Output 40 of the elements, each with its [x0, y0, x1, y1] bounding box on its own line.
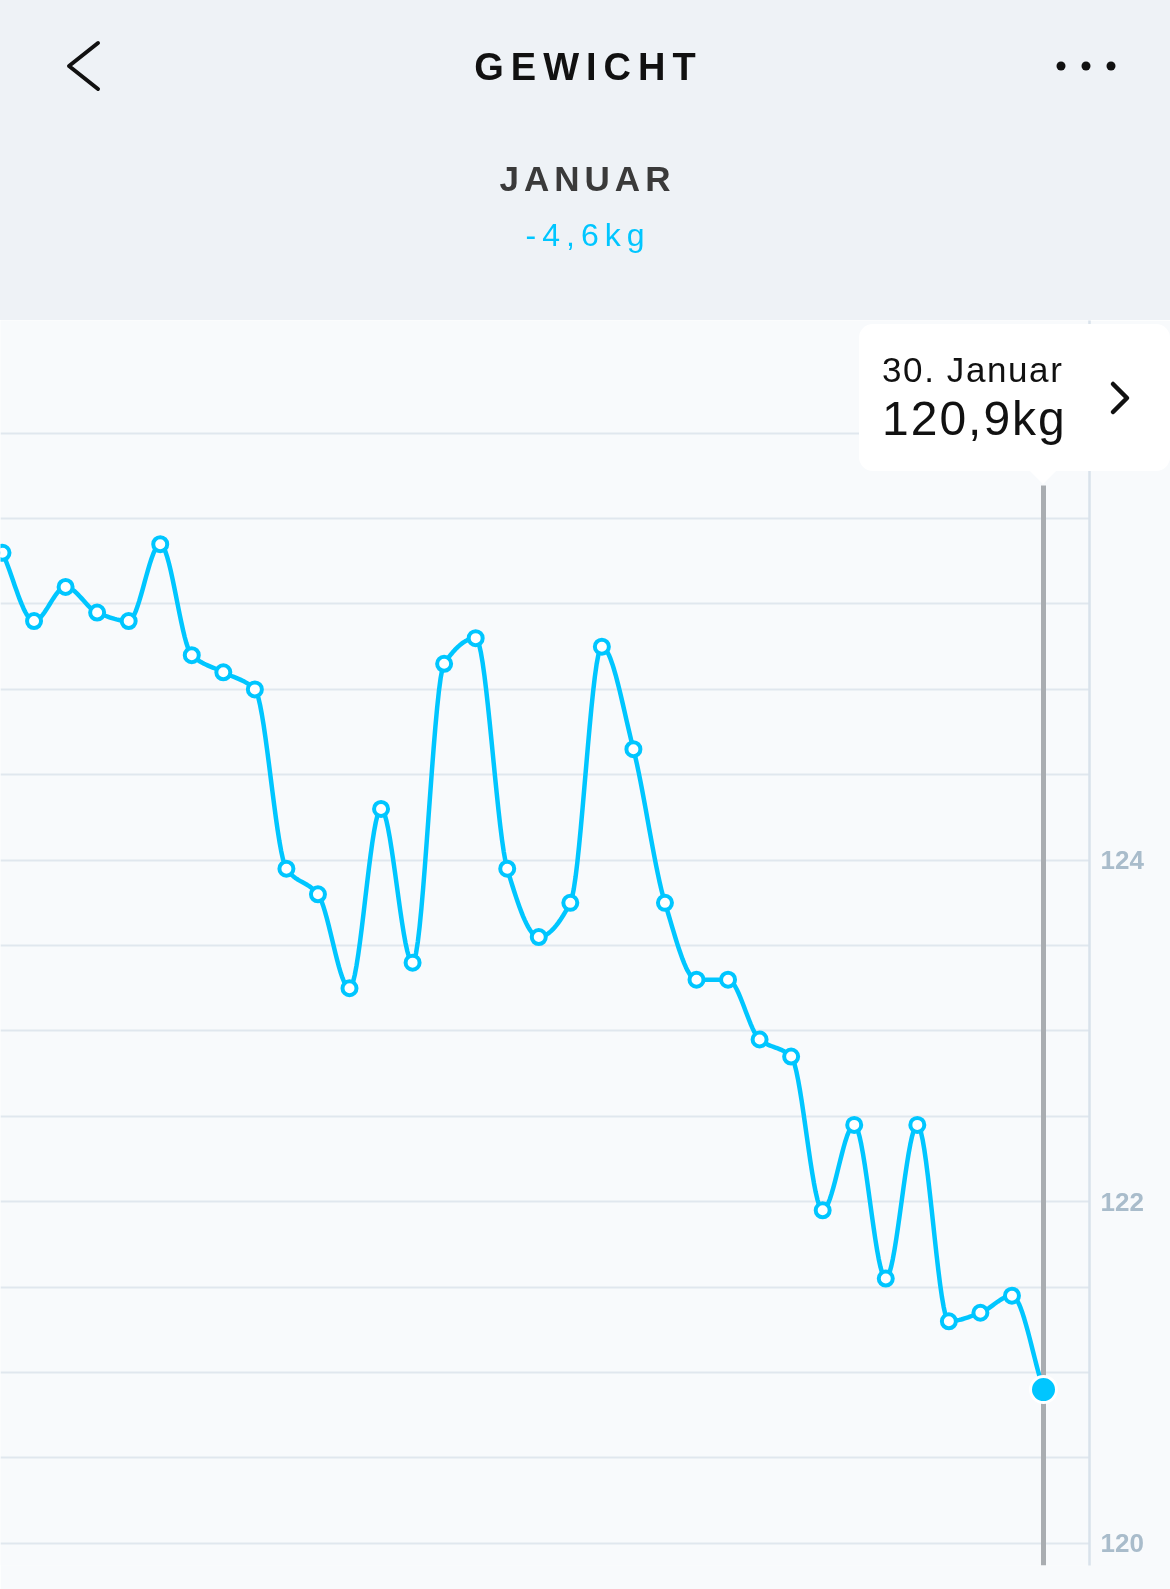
point — [88, 603, 107, 622]
point — [435, 654, 454, 673]
point — [908, 1115, 927, 1134]
point — [372, 799, 391, 818]
point — [245, 680, 264, 699]
point — [939, 1312, 958, 1331]
point — [592, 637, 611, 656]
y-tick-label: 120 — [1100, 1528, 1144, 1559]
point — [750, 1030, 769, 1049]
point — [971, 1303, 990, 1322]
point — [277, 859, 296, 878]
point — [214, 663, 233, 682]
y-tick-label: 122 — [1100, 1186, 1144, 1217]
point — [561, 893, 580, 912]
point — [719, 970, 738, 989]
chart-title: GEWICHT — [473, 45, 704, 90]
point — [498, 859, 517, 878]
point — [119, 612, 138, 631]
point — [56, 577, 75, 596]
point — [340, 979, 359, 998]
text: -4,6kg — [524, 216, 652, 255]
point — [782, 1047, 801, 1066]
point — [529, 928, 548, 947]
point — [1002, 1286, 1021, 1305]
point — [151, 535, 170, 554]
y-tick-label: 124 — [1100, 845, 1145, 876]
point — [182, 646, 201, 665]
annotation: 30. Januar — [882, 350, 1064, 390]
point — [403, 953, 422, 972]
point — [876, 1269, 895, 1288]
point — [466, 629, 485, 648]
chart-subtitle: JANUAR — [498, 158, 677, 200]
point — [813, 1201, 832, 1220]
point — [25, 612, 44, 631]
point — [687, 970, 706, 989]
point — [624, 740, 643, 759]
annotation: 120,9kg — [882, 391, 1067, 447]
point — [308, 885, 327, 904]
point — [655, 893, 674, 912]
point — [845, 1115, 864, 1134]
